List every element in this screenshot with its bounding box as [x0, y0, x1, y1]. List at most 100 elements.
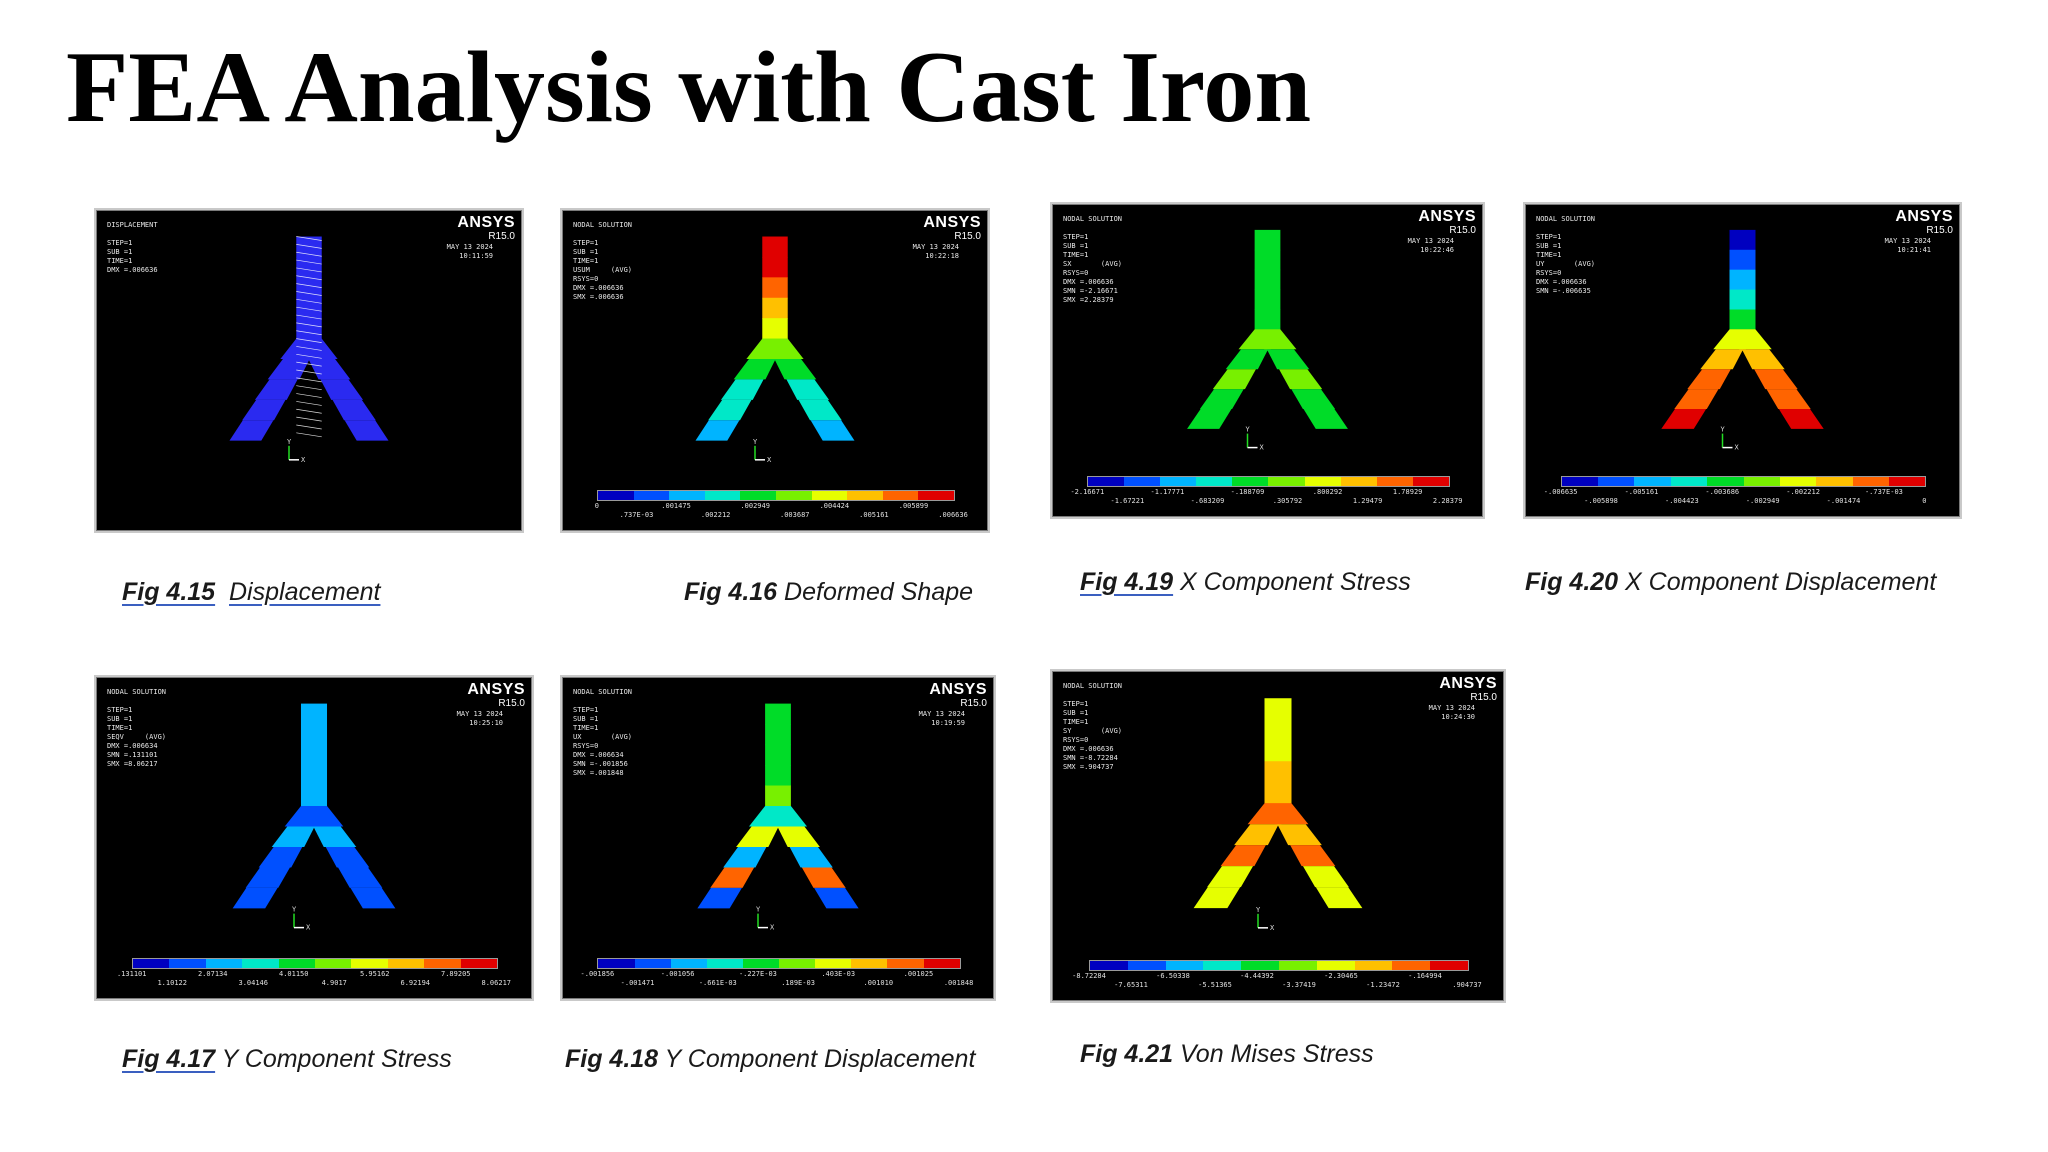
legend-swatch: [1232, 477, 1269, 486]
legend-swatch: [1124, 477, 1161, 486]
legend-swatch: [1670, 477, 1708, 486]
ansys-logo: ANSYS: [1895, 208, 1953, 225]
legend-tick-label: .001010: [863, 979, 894, 987]
right-leg-segment: [762, 338, 804, 360]
panel-timestamp: MAY 13 2024 10:21:41: [1884, 237, 1931, 254]
legend-swatch: [1634, 477, 1671, 486]
legend-swatch: [1743, 477, 1780, 486]
stem-segment: [1254, 309, 1281, 330]
stem-segment: [300, 765, 328, 787]
stem-segment: [1264, 698, 1292, 720]
left-leg-segment: [242, 399, 286, 421]
y-pipe-model: YX: [229, 236, 389, 464]
legend-labels: -.005898 -.004423 -.002949 -.001474 0: [1561, 497, 1927, 505]
left-leg-segment: [697, 887, 742, 909]
legend-tick-label: 5.95162: [359, 970, 390, 978]
stem-segment: [1264, 761, 1292, 783]
right-leg-segment: [1778, 409, 1824, 429]
left-leg-segment: [267, 359, 310, 380]
right-leg-segment: [1291, 389, 1336, 410]
stem-segment: [1729, 309, 1756, 330]
stem-segment: [300, 785, 328, 807]
axis-y-label: Y: [1256, 906, 1261, 914]
right-leg-segment: [1315, 887, 1363, 909]
left-leg-segment: [1193, 887, 1241, 909]
mesh-line: [296, 432, 322, 438]
fea-panel-y-displacement: NODAL SOLUTION STEP=1 SUB =1 TIME=1 UX (…: [563, 678, 993, 998]
legend-swatch: [775, 491, 812, 500]
legend-tick-label: -.002949: [1745, 497, 1780, 505]
legend-tick-label: 1.29479: [1352, 497, 1383, 505]
legend-tick-label: -.001471: [620, 979, 655, 987]
left-leg-segment: [708, 399, 752, 421]
legend-tick-label: 4.01150: [278, 970, 309, 978]
panel-info-text: NODAL SOLUTION STEP=1 SUB =1 TIME=1 USUM…: [573, 221, 633, 301]
legend-swatch: [169, 959, 206, 968]
caption-fig-number: Fig 4.17: [122, 1045, 216, 1073]
right-leg-segment: [1279, 369, 1323, 390]
mesh-line: [296, 338, 322, 343]
mesh-line: [296, 322, 322, 328]
panel-timestamp: MAY 13 2024 10:24:30: [1428, 704, 1475, 721]
legend-swatch: [847, 491, 883, 500]
left-leg-segment: [733, 359, 776, 380]
ansys-logo: ANSYS: [1418, 208, 1476, 225]
legend-swatch: [1278, 961, 1317, 970]
legend-labels: .131101 2.07134 4.01150 5.95162 7.89205: [117, 970, 497, 978]
legend-swatch: [811, 491, 848, 500]
legend-labels: -7.65311 -5.51365 -3.37419 -1.23472 .904737: [1089, 981, 1482, 989]
mesh-line: [296, 416, 322, 422]
legend-swatch: [742, 959, 780, 968]
left-leg-segment: [736, 826, 779, 847]
y-pipe-model: YX: [1187, 229, 1348, 452]
panel-info-text: DISPLACEMENT STEP=1 SUB =1 TIME=1 DMX =.…: [107, 221, 158, 274]
legend-tick-label: -.188709: [1230, 488, 1265, 496]
legend-swatch: [278, 959, 315, 968]
legend-tick-label: -.003686: [1705, 488, 1740, 496]
stem-segment: [296, 297, 322, 319]
ansys-logo: ANSYS: [457, 214, 515, 231]
ansys-version: R15.0: [954, 231, 981, 242]
left-leg-segment: [1225, 349, 1269, 370]
mesh-line: [296, 267, 322, 273]
legend-tick-label: 0: [1922, 497, 1927, 505]
left-leg-segment: [1212, 369, 1256, 390]
legend-swatch: [205, 959, 243, 968]
left-leg-segment: [1220, 845, 1266, 867]
legend-swatch: [851, 959, 888, 968]
legend-tick-label: 3.04146: [238, 979, 268, 987]
legend-tick-label: .005161: [859, 511, 889, 519]
right-leg-segment: [308, 359, 351, 380]
legend-tick-label: .003687: [780, 511, 810, 519]
mesh-line: [296, 353, 322, 359]
ansys-logo: ANSYS: [1439, 675, 1497, 692]
legend-labels: -.001471 -.661E-03 .189E-03 .001010 .001848: [597, 979, 974, 987]
axis-y-label: Y: [1721, 426, 1726, 434]
legend-tick-label: .737E-03: [619, 511, 654, 519]
ansys-logo: ANSYS: [929, 681, 987, 698]
stem-segment: [1729, 269, 1756, 291]
contour-legend-bar: [597, 958, 961, 969]
legend-tick-label: -.164994: [1408, 972, 1442, 980]
y-pipe-model: YX: [1193, 698, 1363, 932]
y-pipe-model: YX: [697, 703, 859, 932]
mesh-line: [296, 369, 322, 375]
ansys-version: R15.0: [488, 231, 515, 242]
stem-segment: [296, 236, 322, 258]
contour-legend-bar: [1560, 476, 1927, 487]
legend-tick-label: -.227E-03: [738, 970, 777, 978]
stem-segment: [1729, 249, 1756, 271]
legend-swatch: [882, 491, 919, 500]
legend-labels: -8.72284 -6.50338 -4.44392 -2.30465 -.164994: [1072, 972, 1467, 980]
stem-segment: [765, 744, 791, 766]
axis-y-label: Y: [287, 438, 292, 446]
y-pipe-model: YX: [232, 703, 396, 932]
axis-x-label: X: [1260, 444, 1265, 452]
left-leg-segment: [710, 867, 755, 888]
legend-tick-label: -.004423: [1665, 497, 1699, 505]
right-leg-segment: [1754, 369, 1798, 390]
stem-segment: [296, 318, 322, 340]
fea-panel-displacement: DISPLACEMENT STEP=1 SUB =1 TIME=1 DMX =.…: [97, 211, 521, 530]
legend-tick-label: -3.37419: [1282, 981, 1316, 989]
panel-info-text: NODAL SOLUTION STEP=1 SUB =1 TIME=1 SY (…: [1063, 682, 1123, 771]
